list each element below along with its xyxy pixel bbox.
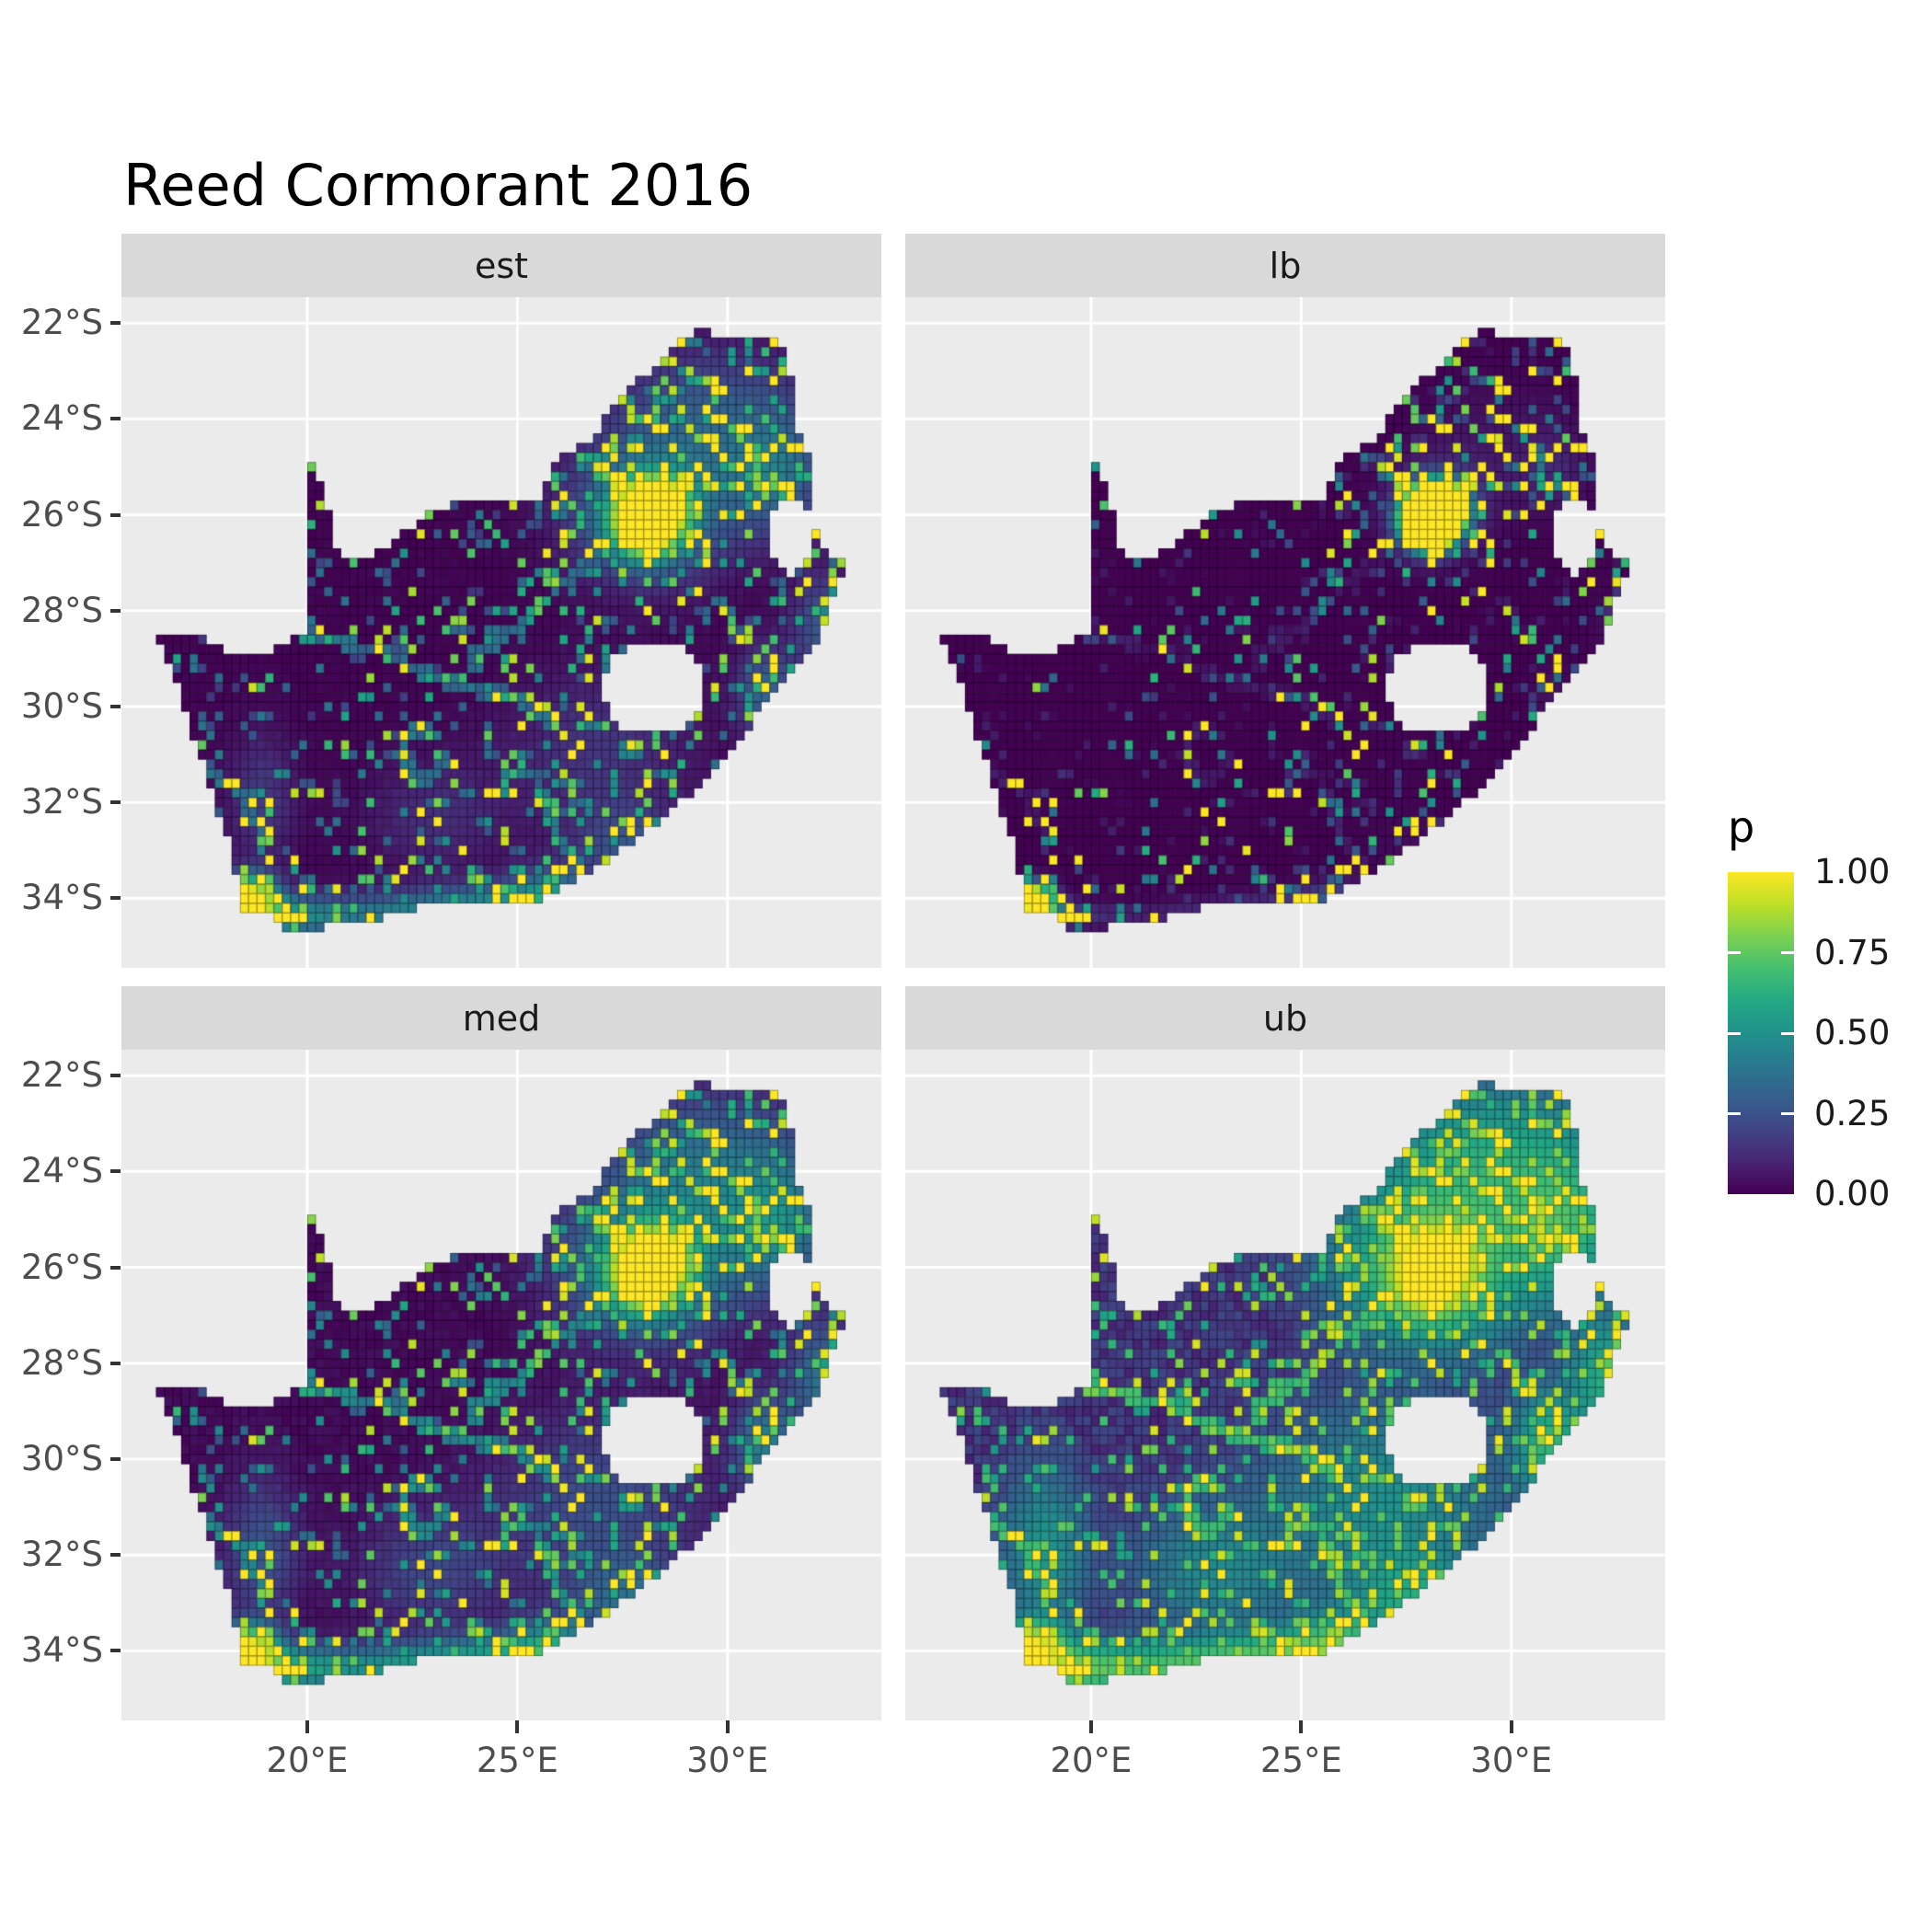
legend-tick-label: 0.00 bbox=[1814, 1174, 1891, 1213]
facet-strip-label: ub bbox=[1262, 997, 1308, 1039]
legend-tick-label: 0.75 bbox=[1814, 932, 1891, 972]
facet-panel-est bbox=[121, 297, 881, 968]
facet-strip-lb: lb bbox=[905, 234, 1665, 297]
map-canvas-med bbox=[121, 1050, 881, 1720]
y-tick-label: 32°S bbox=[20, 782, 103, 822]
legend-tick-mark bbox=[1781, 1031, 1794, 1035]
legend-tick-label: 1.00 bbox=[1814, 852, 1891, 891]
y-tick-label: 22°S bbox=[20, 303, 103, 343]
y-tick-mark bbox=[110, 321, 121, 326]
legend-tick-mark bbox=[1781, 1112, 1794, 1115]
facet-panel-med bbox=[121, 1050, 881, 1720]
x-tick-mark bbox=[515, 1720, 520, 1733]
y-tick-mark bbox=[110, 1553, 121, 1558]
map-canvas-est bbox=[121, 297, 881, 968]
y-tick-label: 26°S bbox=[20, 1247, 103, 1287]
x-tick-mark bbox=[1088, 1720, 1093, 1733]
x-tick-label: 30°E bbox=[1470, 1741, 1553, 1780]
x-tick-mark bbox=[725, 1720, 730, 1733]
y-tick-label: 24°S bbox=[20, 398, 103, 439]
y-tick-mark bbox=[110, 1457, 121, 1461]
legend-tick-label: 0.50 bbox=[1814, 1013, 1891, 1052]
y-tick-label: 24°S bbox=[20, 1151, 103, 1191]
legend-tick-label: 0.25 bbox=[1814, 1093, 1891, 1133]
y-tick-label: 22°S bbox=[20, 1055, 103, 1096]
x-tick-label: 20°E bbox=[266, 1741, 349, 1780]
facet-strip-label: lb bbox=[1269, 245, 1302, 286]
y-tick-mark bbox=[110, 705, 121, 708]
chart-title: Reed Cormorant 2016 bbox=[123, 152, 753, 219]
x-tick-label: 30°E bbox=[686, 1741, 769, 1780]
y-tick-label: 26°S bbox=[20, 494, 103, 535]
y-tick-mark bbox=[110, 417, 121, 421]
map-canvas-ub bbox=[905, 1050, 1665, 1720]
x-tick-label: 25°E bbox=[1259, 1741, 1342, 1780]
y-tick-mark bbox=[110, 800, 121, 805]
facet-strip-est: est bbox=[121, 234, 881, 297]
x-tick-label: 20°E bbox=[1050, 1741, 1133, 1780]
y-tick-mark bbox=[110, 1169, 121, 1174]
legend-title: p bbox=[1728, 802, 1755, 852]
y-tick-mark bbox=[110, 1649, 121, 1653]
legend-tick-mark bbox=[1781, 951, 1794, 954]
facet-strip-med: med bbox=[121, 986, 881, 1050]
y-tick-label: 34°S bbox=[20, 878, 103, 918]
y-tick-label: 32°S bbox=[20, 1535, 103, 1575]
x-tick-mark bbox=[1509, 1720, 1513, 1733]
facet-strip-label: med bbox=[462, 997, 541, 1039]
x-tick-mark bbox=[305, 1720, 309, 1733]
y-tick-label: 28°S bbox=[20, 590, 103, 630]
legend-tick-mark bbox=[1728, 1112, 1741, 1115]
y-tick-label: 34°S bbox=[20, 1630, 103, 1671]
facet-strip-ub: ub bbox=[905, 986, 1665, 1050]
y-tick-mark bbox=[110, 1265, 121, 1270]
y-tick-label: 30°S bbox=[20, 1439, 103, 1478]
facet-strip-label: est bbox=[474, 245, 529, 286]
y-tick-mark bbox=[110, 1361, 121, 1365]
legend-tick-mark bbox=[1728, 951, 1741, 954]
y-tick-mark bbox=[110, 608, 121, 613]
x-tick-mark bbox=[1299, 1720, 1304, 1733]
legend-tick-mark bbox=[1728, 1031, 1741, 1035]
x-tick-label: 25°E bbox=[476, 1741, 558, 1780]
map-canvas-lb bbox=[905, 297, 1665, 968]
y-tick-mark bbox=[110, 896, 121, 901]
facet-panel-ub bbox=[905, 1050, 1665, 1720]
facet-panel-lb bbox=[905, 297, 1665, 968]
y-tick-mark bbox=[110, 1074, 121, 1078]
y-tick-label: 30°S bbox=[20, 686, 103, 726]
y-tick-label: 28°S bbox=[20, 1342, 103, 1383]
y-tick-mark bbox=[110, 512, 121, 517]
